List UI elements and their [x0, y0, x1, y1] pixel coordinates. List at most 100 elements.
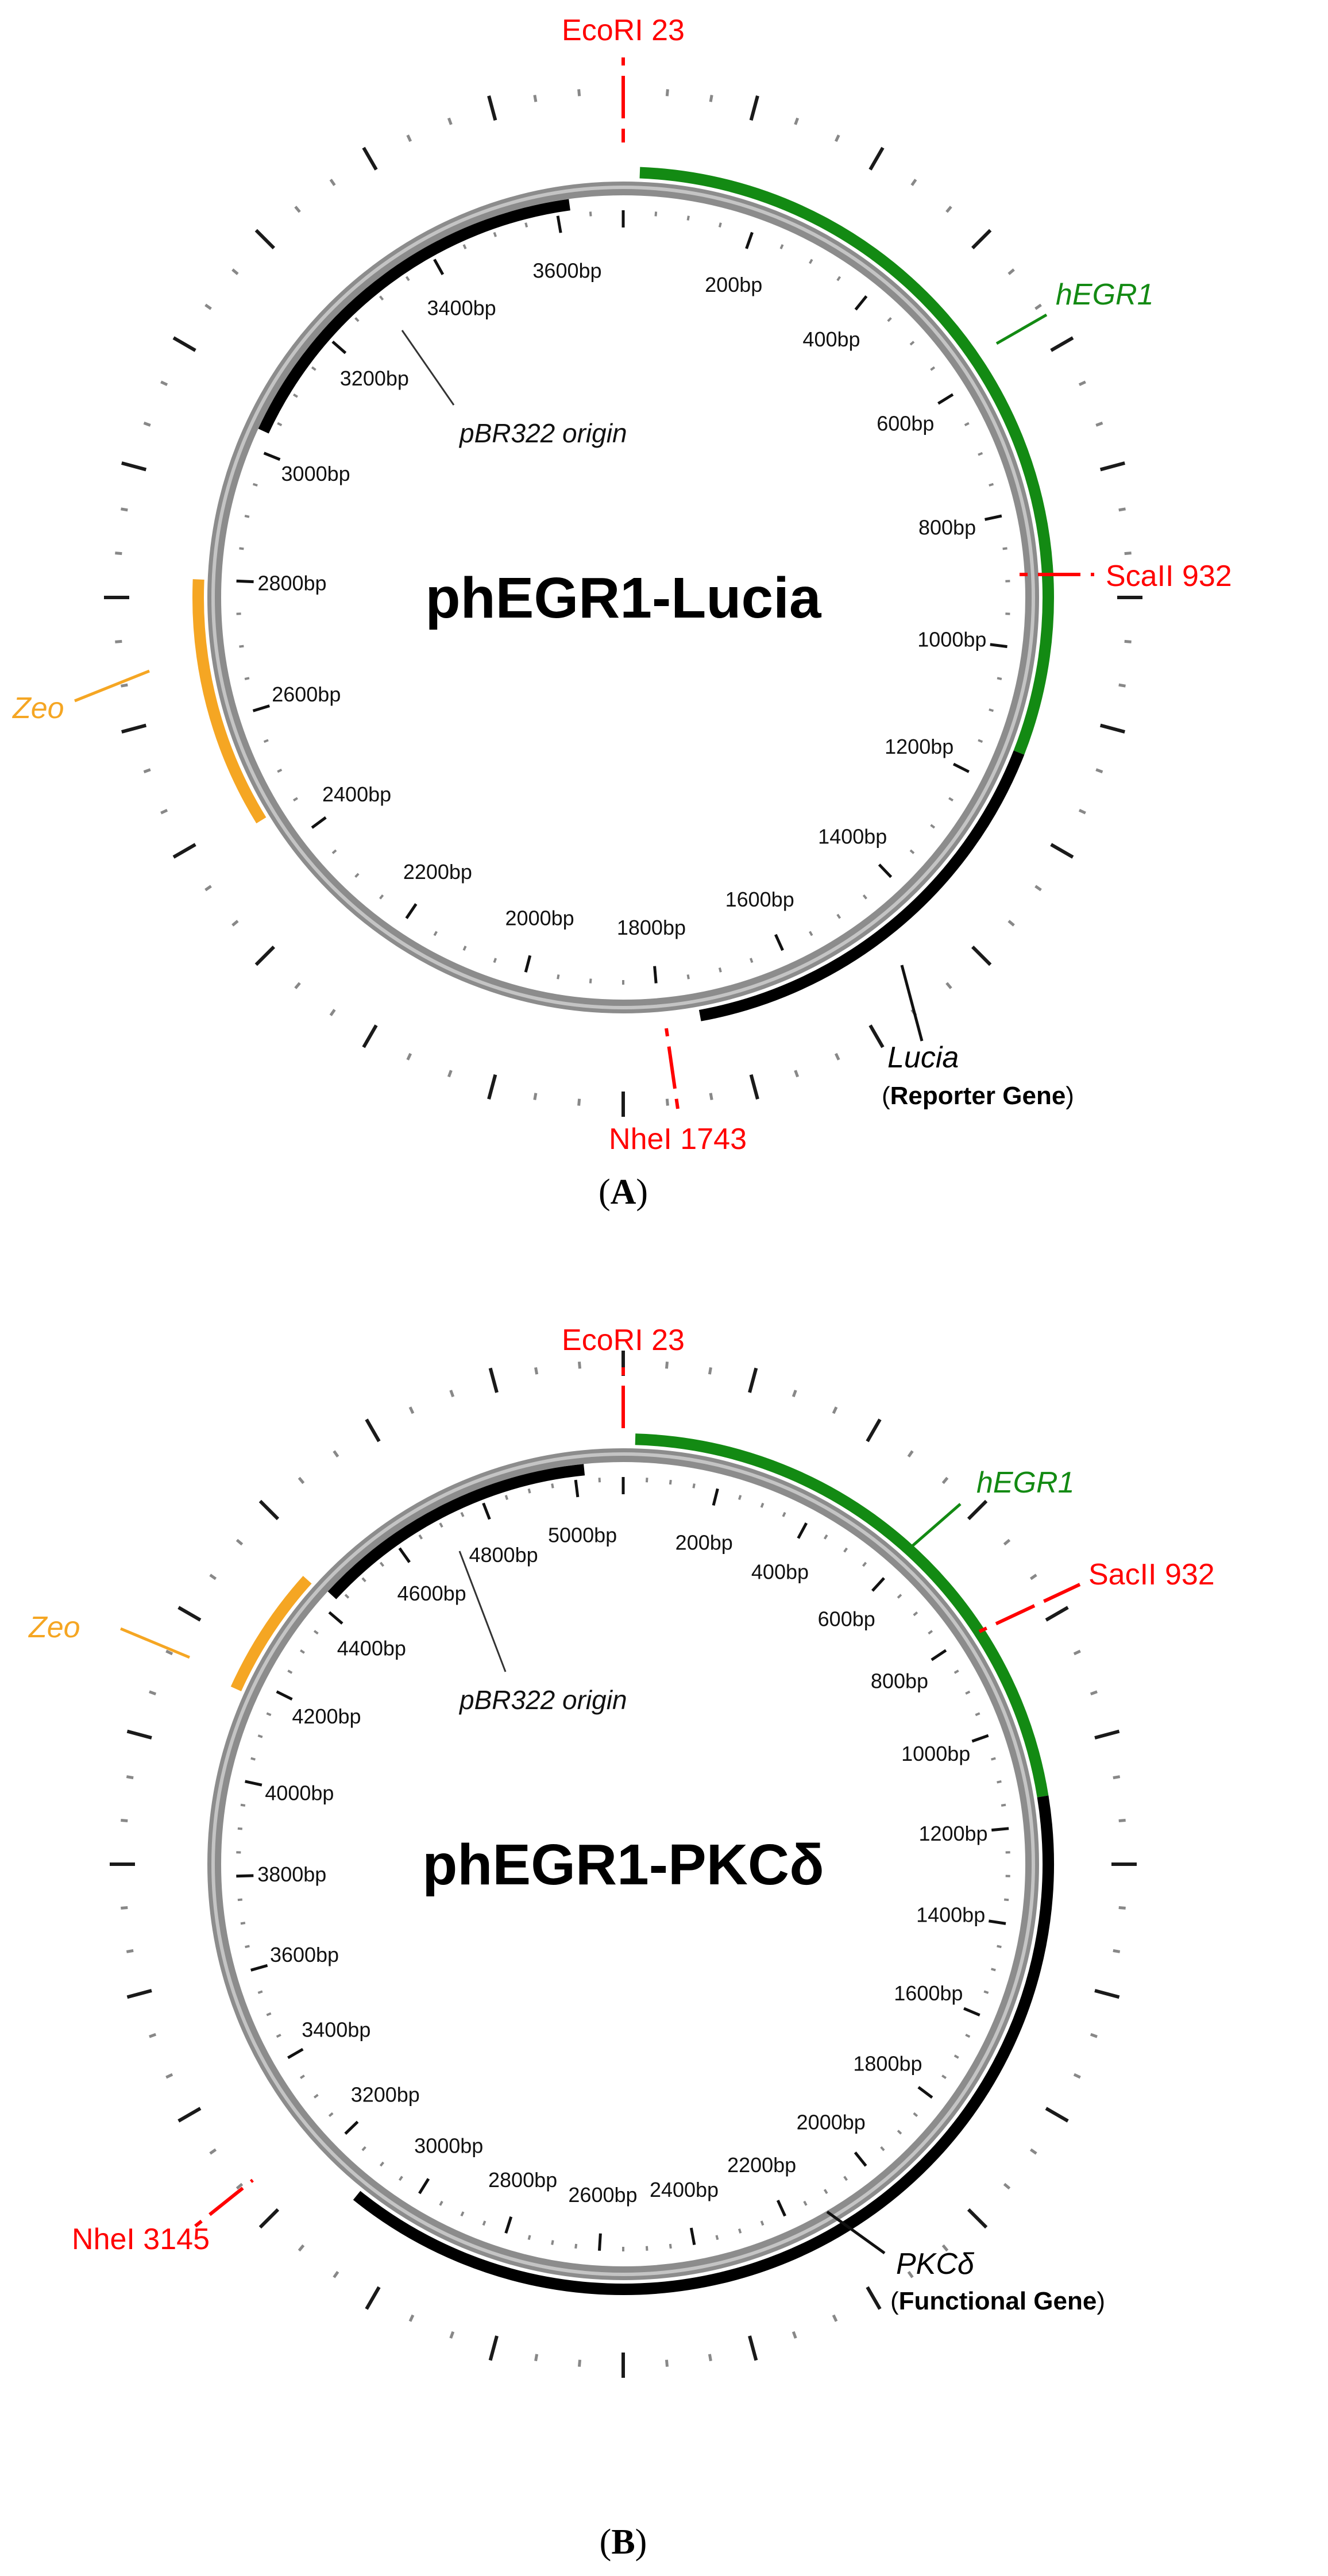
- outer-tick: [907, 1450, 914, 1458]
- ruler-tick: [344, 2120, 359, 2135]
- ruler-label: 1400bp: [916, 1903, 985, 1927]
- outer-tick: [709, 1093, 713, 1100]
- ruler-tick: [854, 295, 868, 311]
- outer-tick: [487, 95, 497, 121]
- outer-tick: [1007, 920, 1015, 927]
- feature-label-hegr1: hEGR1: [976, 1466, 1075, 1499]
- ruler-label: 2000bp: [797, 2111, 866, 2134]
- leader-line-zeo: [74, 669, 150, 703]
- ruler-tick: [482, 1502, 491, 1520]
- ruler-tick: [1002, 547, 1007, 550]
- outer-tick: [1094, 1989, 1120, 1999]
- outer-tick: [165, 2073, 173, 2079]
- panel-b-plasmid-map: 200bp 400bp 600bp 800bp 1000bp 1200bp 1400bp 16…: [28, 1324, 1215, 2562]
- outer-tick: [665, 2359, 669, 2367]
- ruler-tick: [836, 276, 841, 281]
- outer-tick-ring: [110, 1351, 1137, 2378]
- outer-tick: [945, 982, 952, 989]
- ruler-tick: [997, 1945, 1002, 1949]
- outer-tick: [910, 179, 917, 186]
- outer-tick: [1029, 1574, 1037, 1580]
- ruler-tick: [293, 797, 298, 802]
- ruler-tick: [930, 366, 936, 371]
- outer-tick: [577, 1098, 581, 1106]
- ruler-label: 1800bp: [853, 2052, 922, 2076]
- feature-arc-zeo: [230, 1576, 312, 1691]
- ruler-tick: [779, 244, 784, 249]
- ruler-tick: [654, 211, 658, 217]
- outer-tick: [126, 1989, 152, 1999]
- ruler-tick: [953, 2054, 959, 2059]
- ruler-tick: [738, 1495, 742, 1500]
- ruler-label: 1600bp: [894, 1981, 963, 2005]
- site-label-ecori-23: EcoRI 23: [562, 1324, 685, 1357]
- ruler-tick: [669, 2243, 672, 2249]
- feature-arc-hegr1: [635, 1433, 1049, 1798]
- feature-arc-lucia: [698, 750, 1025, 1021]
- outer-tick: [866, 2286, 882, 2310]
- outer-tick-ring: [104, 78, 1142, 1117]
- inner-ruler-ticks: [236, 1477, 1010, 2251]
- outer-tick: [1090, 2033, 1098, 2038]
- ruler-label: 3600bp: [270, 1943, 339, 1966]
- ruler-label: 2600bp: [272, 682, 341, 706]
- site-label-sacii-932: SacII 932: [1088, 1558, 1215, 1591]
- ruler-tick: [931, 1649, 947, 1661]
- outer-tick: [868, 146, 885, 171]
- plasmid-name: phEGR1-Lucia: [426, 566, 822, 630]
- outer-tick: [1113, 1775, 1121, 1780]
- backbone-highlight: [211, 186, 1035, 1009]
- outer-tick: [209, 2148, 217, 2155]
- ruler-tick: [482, 2220, 487, 2226]
- ruler-tick: [991, 1827, 1009, 1832]
- outer-tick: [160, 380, 168, 387]
- ruler-tick: [237, 1898, 243, 1902]
- ruler-tick: [878, 863, 893, 878]
- outer-tick: [834, 1052, 840, 1061]
- outer-tick: [172, 843, 196, 859]
- ruler-tick: [589, 978, 592, 984]
- ruler-tick: [975, 1712, 980, 1717]
- outer-tick: [941, 1476, 949, 1484]
- feature-role-pkc: (Functional Gene): [890, 2287, 1105, 2315]
- outer-tick: [832, 1406, 838, 1414]
- ruler-tick: [809, 259, 813, 264]
- outer-tick: [1099, 461, 1125, 472]
- ruler-tick: [749, 958, 754, 963]
- ruler-tick: [398, 2176, 403, 2181]
- outer-tick: [329, 179, 336, 186]
- outer-tick: [362, 1024, 378, 1048]
- outer-tick: [794, 1070, 800, 1078]
- ruler-label: 2200bp: [403, 860, 472, 884]
- ruler-label: 200bp: [705, 273, 762, 296]
- site-marker-nhei-3145: [194, 2178, 254, 2228]
- ruler-tick: [398, 1547, 411, 1563]
- site-label-nhei-1743: NheI 1743: [609, 1123, 747, 1156]
- ruler-tick: [598, 2233, 602, 2251]
- outer-tick: [160, 808, 168, 815]
- outer-tick: [792, 2331, 797, 2339]
- ruler-tick: [439, 2200, 443, 2206]
- outer-tick: [209, 1574, 217, 1580]
- feature-label-pbr322-origin: pBR322 origin: [458, 418, 627, 448]
- ruler-label: 2600bp: [568, 2183, 637, 2207]
- ruler-labels: 200bp 400bp 600bp 800bp 1000bp 1200bp 1400bp 16…: [257, 1523, 987, 2207]
- outer-tick: [406, 134, 412, 142]
- outer-tick: [708, 1367, 712, 1375]
- ruler-tick: [405, 903, 418, 919]
- outer-tick: [941, 2244, 949, 2252]
- ruler-tick: [462, 244, 467, 249]
- outer-tick: [177, 2107, 202, 2123]
- outer-tick: [868, 1024, 885, 1048]
- ruler-tick: [989, 483, 994, 487]
- outer-tick: [447, 1070, 453, 1078]
- outer-tick: [577, 2359, 582, 2367]
- feature-role-lucia: (Reporter Gene): [882, 1082, 1074, 1110]
- ruler-tick: [983, 1990, 989, 1994]
- ruler-tick: [913, 1611, 918, 1617]
- outer-tick: [1050, 336, 1074, 352]
- ruler-tick: [313, 1630, 319, 1635]
- ruler-tick: [964, 422, 970, 426]
- outer-tick: [121, 683, 128, 688]
- outer-tick: [408, 1406, 415, 1414]
